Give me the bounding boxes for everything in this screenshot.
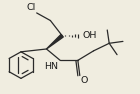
Text: Cl: Cl <box>26 3 36 12</box>
Text: O: O <box>81 77 88 85</box>
Text: HN: HN <box>44 62 58 71</box>
Polygon shape <box>46 34 63 49</box>
Text: OH: OH <box>83 31 97 40</box>
